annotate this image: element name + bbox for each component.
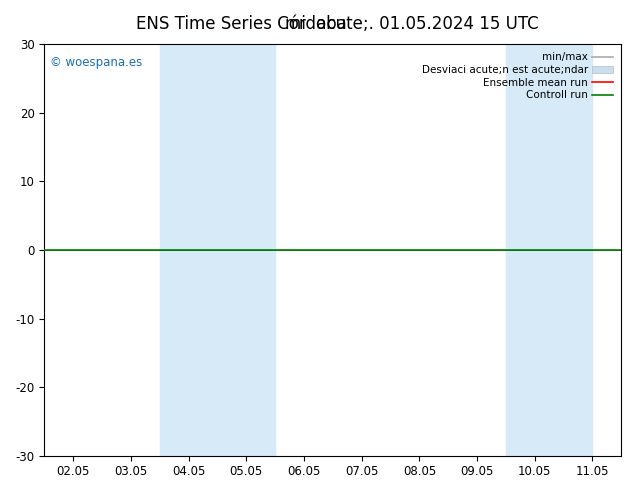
Text: mi  acute;. 01.05.2024 15 UTC: mi acute;. 01.05.2024 15 UTC (285, 15, 539, 33)
Text: ENS Time Series Córdoba: ENS Time Series Córdoba (136, 15, 346, 33)
Bar (160, 44, 275, 456)
Text: © woespana.es: © woespana.es (50, 56, 143, 70)
Legend: min/max, Desviaci acute;n est acute;ndar, Ensemble mean run, Controll run: min/max, Desviaci acute;n est acute;ndar… (418, 49, 616, 103)
Bar (506, 44, 592, 456)
